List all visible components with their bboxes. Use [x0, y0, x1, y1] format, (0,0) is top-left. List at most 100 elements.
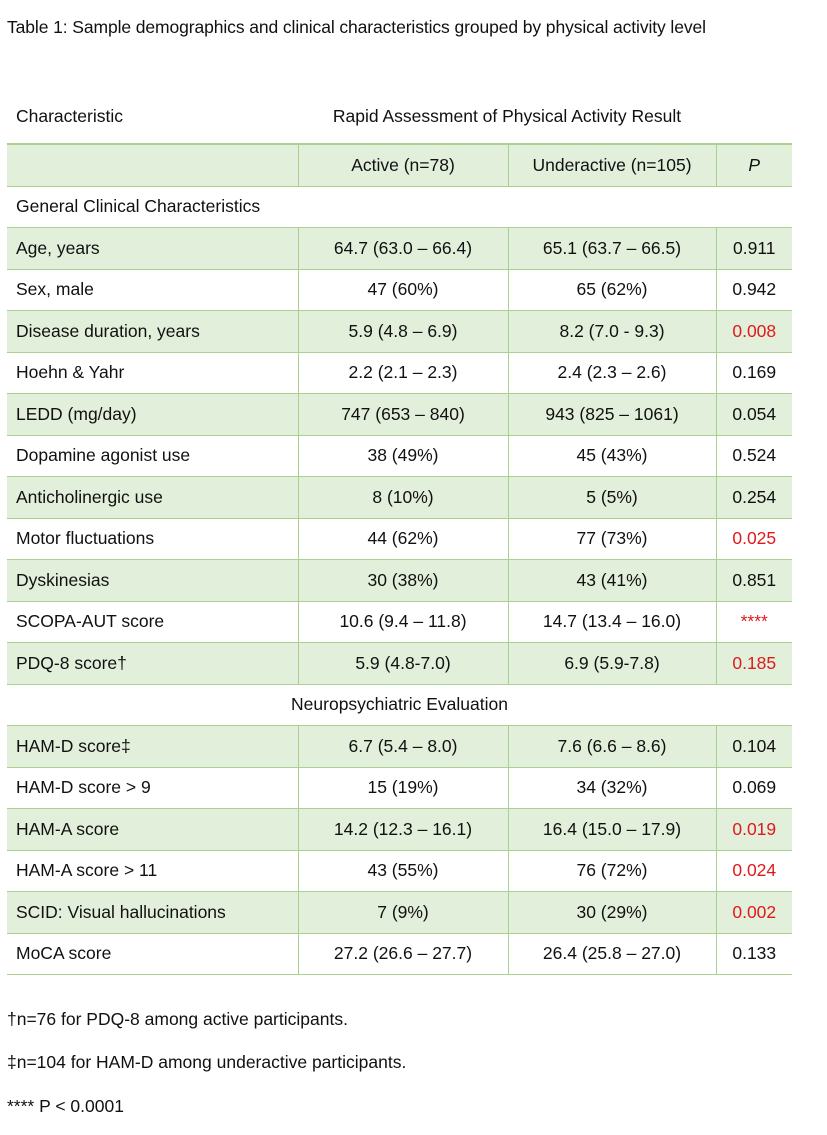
cell-p-value: 0.025	[715, 518, 792, 560]
row-label: PDQ-8 score†	[7, 642, 298, 685]
table-row: Age, years 64.7 (63.0 – 66.4) 65.1 (63.7 –…	[7, 227, 792, 270]
row-label: HAM-A score > 11	[7, 850, 298, 892]
footnote-dagger: †n=76 for PDQ-8 among active participant…	[7, 1009, 348, 1029]
row-label: LEDD (mg/day)	[7, 393, 298, 436]
cell-active: 8 (10%)	[297, 476, 508, 519]
section-header-row: Neuropsychiatric Evaluation	[7, 684, 792, 726]
table-row: Dopamine agonist use 38 (49%) 45 (43%) 0.52…	[7, 435, 792, 477]
column-header-active: Active (n=78)	[297, 145, 508, 187]
table-row: Hoehn & Yahr 2.2 (2.1 – 2.3) 2.4 (2.3 – 2.…	[7, 352, 792, 394]
cell-p-value: 0.069	[715, 767, 792, 809]
cell-active: 27.2 (26.6 – 27.7)	[297, 933, 508, 975]
table-row: Motor fluctuations 44 (62%) 77 (73%) 0.025	[7, 518, 792, 560]
table-row: SCOPA-AUT score 10.6 (9.4 – 11.8) 14.7 (13…	[7, 601, 792, 643]
cell-active: 47 (60%)	[297, 269, 508, 311]
cell-underactive: 7.6 (6.6 – 8.6)	[507, 725, 716, 768]
cell-p-value: 0.851	[715, 559, 792, 602]
column-header-blank	[7, 145, 298, 187]
row-label: Sex, male	[7, 269, 298, 311]
cell-p-value: 0.169	[715, 352, 792, 394]
cell-active: 747 (653 – 840)	[297, 393, 508, 436]
cell-active: 5.9 (4.8-7.0)	[297, 642, 508, 685]
cell-active: 43 (55%)	[297, 850, 508, 892]
row-label: Hoehn & Yahr	[7, 352, 298, 394]
footnote-double-dagger: ‡n=104 for HAM-D among underactive parti…	[7, 1052, 407, 1072]
cell-active: 5.9 (4.8 – 6.9)	[297, 310, 508, 353]
section-header-row: General Clinical Characteristics	[7, 186, 792, 228]
cell-p-value: ****	[715, 601, 792, 643]
cell-p-value: 0.942	[715, 269, 792, 311]
cell-underactive: 77 (73%)	[507, 518, 716, 560]
cell-underactive: 30 (29%)	[507, 891, 716, 934]
section-title: Neuropsychiatric Evaluation	[7, 684, 792, 726]
table-row: SCID: Visual hallucinations 7 (9%) 30 (29%…	[7, 891, 792, 934]
header-characteristic: Characteristic	[16, 106, 123, 126]
cell-p-value: 0.524	[715, 435, 792, 477]
row-label: Anticholinergic use	[7, 476, 298, 519]
footnote-significance: **** P < 0.0001	[7, 1096, 124, 1116]
cell-underactive: 14.7 (13.4 – 16.0)	[507, 601, 716, 643]
cell-p-value: 0.024	[715, 850, 792, 892]
header-rule	[7, 143, 792, 145]
demographics-table: Active (n=78) Underactive (n=105) P Gene…	[7, 145, 792, 975]
table-row: HAM-A score 14.2 (12.3 – 16.1) 16.4 (15.0 …	[7, 808, 792, 851]
row-label: Motor fluctuations	[7, 518, 298, 560]
cell-active: 15 (19%)	[297, 767, 508, 809]
row-label: Dopamine agonist use	[7, 435, 298, 477]
cell-underactive: 45 (43%)	[507, 435, 716, 477]
cell-active: 44 (62%)	[297, 518, 508, 560]
cell-active: 64.7 (63.0 – 66.4)	[297, 227, 508, 270]
cell-underactive: 2.4 (2.3 – 2.6)	[507, 352, 716, 394]
row-label: HAM-A score	[7, 808, 298, 851]
cell-underactive: 943 (825 – 1061)	[507, 393, 716, 436]
cell-underactive: 16.4 (15.0 – 17.9)	[507, 808, 716, 851]
header-rapa-result: Rapid Assessment of Physical Activity Re…	[332, 106, 682, 126]
table-row: Sex, male 47 (60%) 65 (62%) 0.942	[7, 269, 792, 311]
row-label: MoCA score	[7, 933, 298, 975]
cell-active: 7 (9%)	[297, 891, 508, 934]
row-label: Disease duration, years	[7, 310, 298, 353]
cell-p-value: 0.054	[715, 393, 792, 436]
cell-p-value: 0.133	[715, 933, 792, 975]
table-row: HAM-D score > 9 15 (19%) 34 (32%) 0.069	[7, 767, 792, 809]
table-caption: Table 1: Sample demographics and clinica…	[7, 17, 706, 37]
cell-p-value: 0.185	[715, 642, 792, 685]
column-header-p: P	[715, 145, 792, 187]
cell-p-value: 0.254	[715, 476, 792, 519]
column-header-underactive: Underactive (n=105)	[507, 145, 716, 187]
cell-underactive: 65 (62%)	[507, 269, 716, 311]
cell-p-value: 0.019	[715, 808, 792, 851]
cell-active: 6.7 (5.4 – 8.0)	[297, 725, 508, 768]
cell-underactive: 43 (41%)	[507, 559, 716, 602]
cell-active: 14.2 (12.3 – 16.1)	[297, 808, 508, 851]
table-row: Disease duration, years 5.9 (4.8 – 6.9) 8.…	[7, 310, 792, 353]
cell-underactive: 6.9 (5.9-7.8)	[507, 642, 716, 685]
table-row: Anticholinergic use 8 (10%) 5 (5%) 0.254	[7, 476, 792, 519]
cell-active: 30 (38%)	[297, 559, 508, 602]
cell-active: 38 (49%)	[297, 435, 508, 477]
cell-active: 2.2 (2.1 – 2.3)	[297, 352, 508, 394]
section-title: General Clinical Characteristics	[7, 186, 792, 228]
cell-active: 10.6 (9.4 – 11.8)	[297, 601, 508, 643]
cell-underactive: 65.1 (63.7 – 66.5)	[507, 227, 716, 270]
row-label: SCID: Visual hallucinations	[7, 891, 298, 934]
row-label: HAM-D score > 9	[7, 767, 298, 809]
cell-p-value: 0.104	[715, 725, 792, 768]
cell-p-value: 0.911	[715, 227, 792, 270]
row-label: SCOPA-AUT score	[7, 601, 298, 643]
table-row: LEDD (mg/day) 747 (653 – 840) 943 (825 – 1…	[7, 393, 792, 436]
table-row: HAM-A score > 11 43 (55%) 76 (72%) 0.024	[7, 850, 792, 892]
column-header-row: Active (n=78) Underactive (n=105) P	[7, 145, 792, 187]
row-label: HAM-D score‡	[7, 725, 298, 768]
table-row: PDQ-8 score† 5.9 (4.8-7.0) 6.9 (5.9-7.8) 0.…	[7, 642, 792, 685]
cell-underactive: 26.4 (25.8 – 27.0)	[507, 933, 716, 975]
cell-underactive: 5 (5%)	[507, 476, 716, 519]
row-label: Age, years	[7, 227, 298, 270]
cell-p-value: 0.002	[715, 891, 792, 934]
cell-p-value: 0.008	[715, 310, 792, 353]
row-label: Dyskinesias	[7, 559, 298, 602]
cell-underactive: 34 (32%)	[507, 767, 716, 809]
table-row: Dyskinesias 30 (38%) 43 (41%) 0.851	[7, 559, 792, 602]
table-row: MoCA score 27.2 (26.6 – 27.7) 26.4 (25.8 –…	[7, 933, 792, 975]
cell-underactive: 76 (72%)	[507, 850, 716, 892]
